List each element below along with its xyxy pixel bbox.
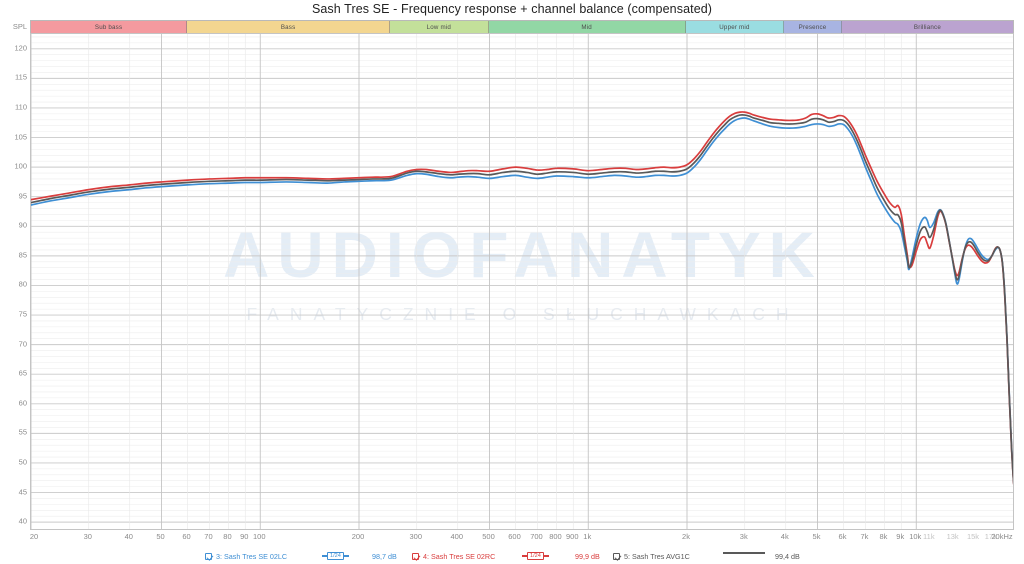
x-tick-label: 13k	[946, 532, 959, 541]
swatch-line	[522, 555, 527, 557]
legend-series-label: 5: Sash Tres AVG1C	[624, 552, 690, 561]
x-tick-label: 20	[29, 532, 39, 541]
y-tick-label: 110	[15, 102, 27, 112]
y-tick-label: 85	[18, 250, 27, 260]
frequency-band-strip: Sub bass Bass Low mid Mid Upper mid Presence B…	[30, 20, 1014, 33]
band-label: Sub bass	[94, 23, 123, 31]
y-tick-label: 100	[14, 161, 27, 171]
legend-swatch-2[interactable]: 1/24	[522, 552, 549, 560]
band-label: Bass	[280, 23, 296, 31]
x-tick-label: 10k	[909, 532, 922, 541]
band-sub-bass: Sub bass	[31, 21, 188, 33]
y-tick-label: 95	[18, 191, 27, 201]
x-tick-label: 300	[409, 532, 423, 541]
y-tick-label: 80	[18, 279, 27, 289]
x-tick-label: 100	[252, 532, 266, 541]
y-tick-label: 90	[18, 220, 27, 230]
x-tick-label: 4k	[780, 532, 789, 541]
x-tick-label: 20kHz	[991, 532, 1013, 541]
x-tick-label: 30	[83, 532, 92, 541]
legend-entry-2[interactable]: 4: Sash Tres SE 02RC	[412, 549, 495, 564]
curve-series-2	[31, 111, 1013, 486]
legend-series-label: 3: Sash Tres SE 02LC	[216, 552, 288, 561]
band-label: Upper mid	[719, 23, 750, 31]
y-tick-label: 70	[18, 339, 27, 349]
band-brilliance: Brilliance	[841, 21, 1013, 33]
band-label: Mid	[581, 23, 592, 31]
y-tick-label: 55	[18, 427, 27, 437]
x-tick-label: 5k	[812, 532, 821, 541]
swatch-line	[543, 555, 549, 557]
legend-checkbox-icon[interactable]	[412, 553, 419, 560]
x-tick-label: 1k	[583, 532, 592, 541]
x-tick-label: 600	[508, 532, 521, 541]
y-tick-label: 65	[18, 368, 27, 378]
band-presence: Presence	[784, 21, 842, 33]
y-tick-label: 60	[18, 398, 27, 408]
legend-swatch-1[interactable]: 1/24	[322, 552, 349, 560]
y-tick-label: 40	[18, 516, 27, 526]
x-tick-label: 700	[530, 532, 543, 541]
grid-lines	[31, 34, 1013, 529]
legend-checkbox-icon[interactable]	[613, 553, 620, 560]
y-tick-label: 115	[15, 72, 27, 82]
x-axis: 20 30 40 50 60 70 80 90 100 200 300 400 500 600 700 800…	[30, 532, 1014, 546]
band-mid: Mid	[488, 21, 686, 33]
legend-level-value: 98,7 dB	[372, 552, 397, 561]
y-tick-label: 50	[18, 457, 27, 467]
curve-series-1	[31, 117, 1013, 485]
legend-level-value: 99,4 dB	[775, 552, 800, 561]
band-label: Presence	[798, 23, 827, 31]
swatch-line	[723, 552, 765, 554]
smoothing-badge[interactable]: 1/24	[327, 552, 344, 560]
legend-series-label: 4: Sash Tres SE 02RC	[423, 552, 496, 561]
y-tick-label: 105	[14, 132, 27, 142]
page-title: Sash Tres SE - Frequency response + chan…	[311, 2, 713, 16]
y-axis-title: SPL	[12, 22, 27, 31]
band-label: Low mid	[426, 23, 452, 31]
x-tick-label: 6k	[838, 532, 847, 541]
y-axis: SPL 120 115 110 105 100 95 90 85 80 75 70 65 60 55 50 4…	[0, 20, 30, 530]
x-tick-label: 60	[182, 532, 191, 541]
swatch-line	[343, 555, 349, 557]
band-label: Brilliance	[913, 23, 941, 31]
band-bass: Bass	[187, 21, 391, 33]
grid-box: AUDIOFANATYK FANATYCZNIE O SŁUCHAWKACH	[30, 33, 1014, 530]
x-tick-label: 3k	[739, 532, 748, 541]
legend-level-value: 99,9 dB	[575, 552, 600, 561]
legend-swatch-3[interactable]	[723, 552, 765, 554]
x-tick-label: 7k	[860, 532, 869, 541]
x-tick-label: 9k	[896, 532, 905, 541]
x-tick-label: 900	[565, 532, 579, 541]
plot-area: Sub bass Bass Low mid Mid Upper mid Presence B…	[30, 20, 1014, 530]
y-tick-label: 75	[18, 309, 27, 319]
y-tick-label: 45	[18, 487, 27, 497]
swatch-line	[322, 555, 327, 557]
x-tick-label: 800	[549, 532, 562, 541]
y-tick-label: 120	[14, 43, 27, 53]
legend-entry-3[interactable]: 5: Sash Tres AVG1C	[613, 549, 690, 564]
legend-checkbox-icon[interactable]	[205, 553, 212, 560]
x-tick-label: 8k	[879, 532, 888, 541]
x-tick-label: 11k	[923, 532, 935, 541]
x-tick-label: 500	[482, 532, 495, 541]
x-tick-label: 40	[124, 532, 133, 541]
legend-entry-1[interactable]: 3: Sash Tres SE 02LC	[205, 549, 287, 564]
legend: 3: Sash Tres SE 02LC 1/24 98,7 dB 4: Sash T…	[0, 549, 1024, 564]
band-low-mid: Low mid	[390, 21, 489, 33]
x-tick-label: 400	[450, 532, 463, 541]
smoothing-badge[interactable]: 1/24	[527, 552, 544, 560]
x-tick-label: 17k	[984, 532, 997, 541]
x-tick-label: 70	[204, 532, 213, 541]
x-tick-label: 200	[351, 532, 365, 541]
x-tick-label: 80	[223, 532, 232, 541]
x-tick-label: 50	[156, 532, 165, 541]
response-curves	[31, 111, 1013, 486]
curve-series-3	[31, 114, 1013, 485]
x-tick-label: 15k	[966, 532, 980, 541]
x-tick-label: 90	[240, 532, 249, 541]
x-tick-label: 2k	[682, 532, 690, 541]
band-upper-mid: Upper mid	[685, 21, 785, 33]
